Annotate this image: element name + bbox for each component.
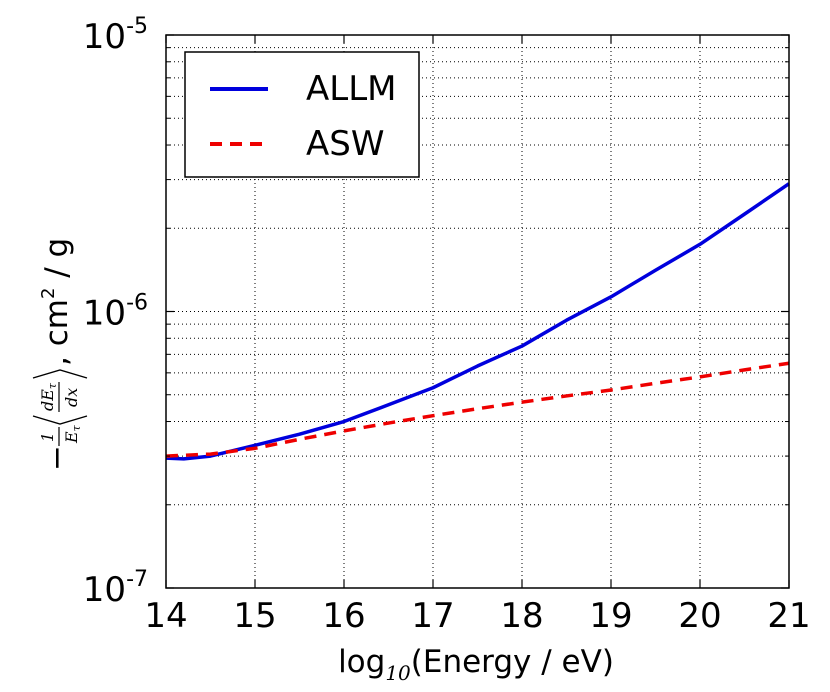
- legend-label-asw: ASW: [306, 124, 384, 164]
- x-tick-label: 18: [500, 596, 543, 636]
- y-label-units: , cm2 / g: [38, 238, 75, 366]
- x-axis-label: log10(Energy / eV): [338, 644, 614, 685]
- y-label-minus: −: [39, 445, 75, 471]
- y-tick-label: 10-7: [83, 567, 148, 610]
- y-label-left-angle: [32, 415, 88, 425]
- y-label-frac1-den: Eτ: [62, 424, 83, 444]
- y-axis-label: − 1 Eτ dEτ dx , cm2 / g: [32, 238, 88, 471]
- series-line-asw: [165, 361, 790, 458]
- legend-box: [184, 51, 420, 178]
- axis-ticks: 14 15 16 17 18 19 20 21 10-7 10-6 10-5: [83, 14, 811, 636]
- y-label-frac2-num: dEτ: [38, 382, 59, 411]
- legend: ALLM ASW: [184, 51, 420, 178]
- series-layer: [165, 182, 790, 461]
- x-tick-label: 15: [233, 596, 276, 636]
- y-label-frac1-num: 1: [38, 432, 57, 442]
- x-tick-label: 17: [411, 596, 454, 636]
- x-tick-label: 20: [678, 596, 721, 636]
- legend-label-allm: ALLM: [306, 69, 396, 109]
- y-label-right-angle: [32, 369, 88, 379]
- y-tick-label: 10-5: [83, 14, 148, 57]
- x-tick-label: 21: [767, 596, 810, 636]
- series-line-allm: [165, 182, 790, 461]
- x-tick-label: 16: [322, 596, 365, 636]
- y-label-frac2-den: dx: [62, 388, 81, 407]
- x-tick-label: 19: [589, 596, 632, 636]
- x-tick-label: 14: [144, 596, 187, 636]
- y-tick-label: 10-6: [83, 291, 148, 334]
